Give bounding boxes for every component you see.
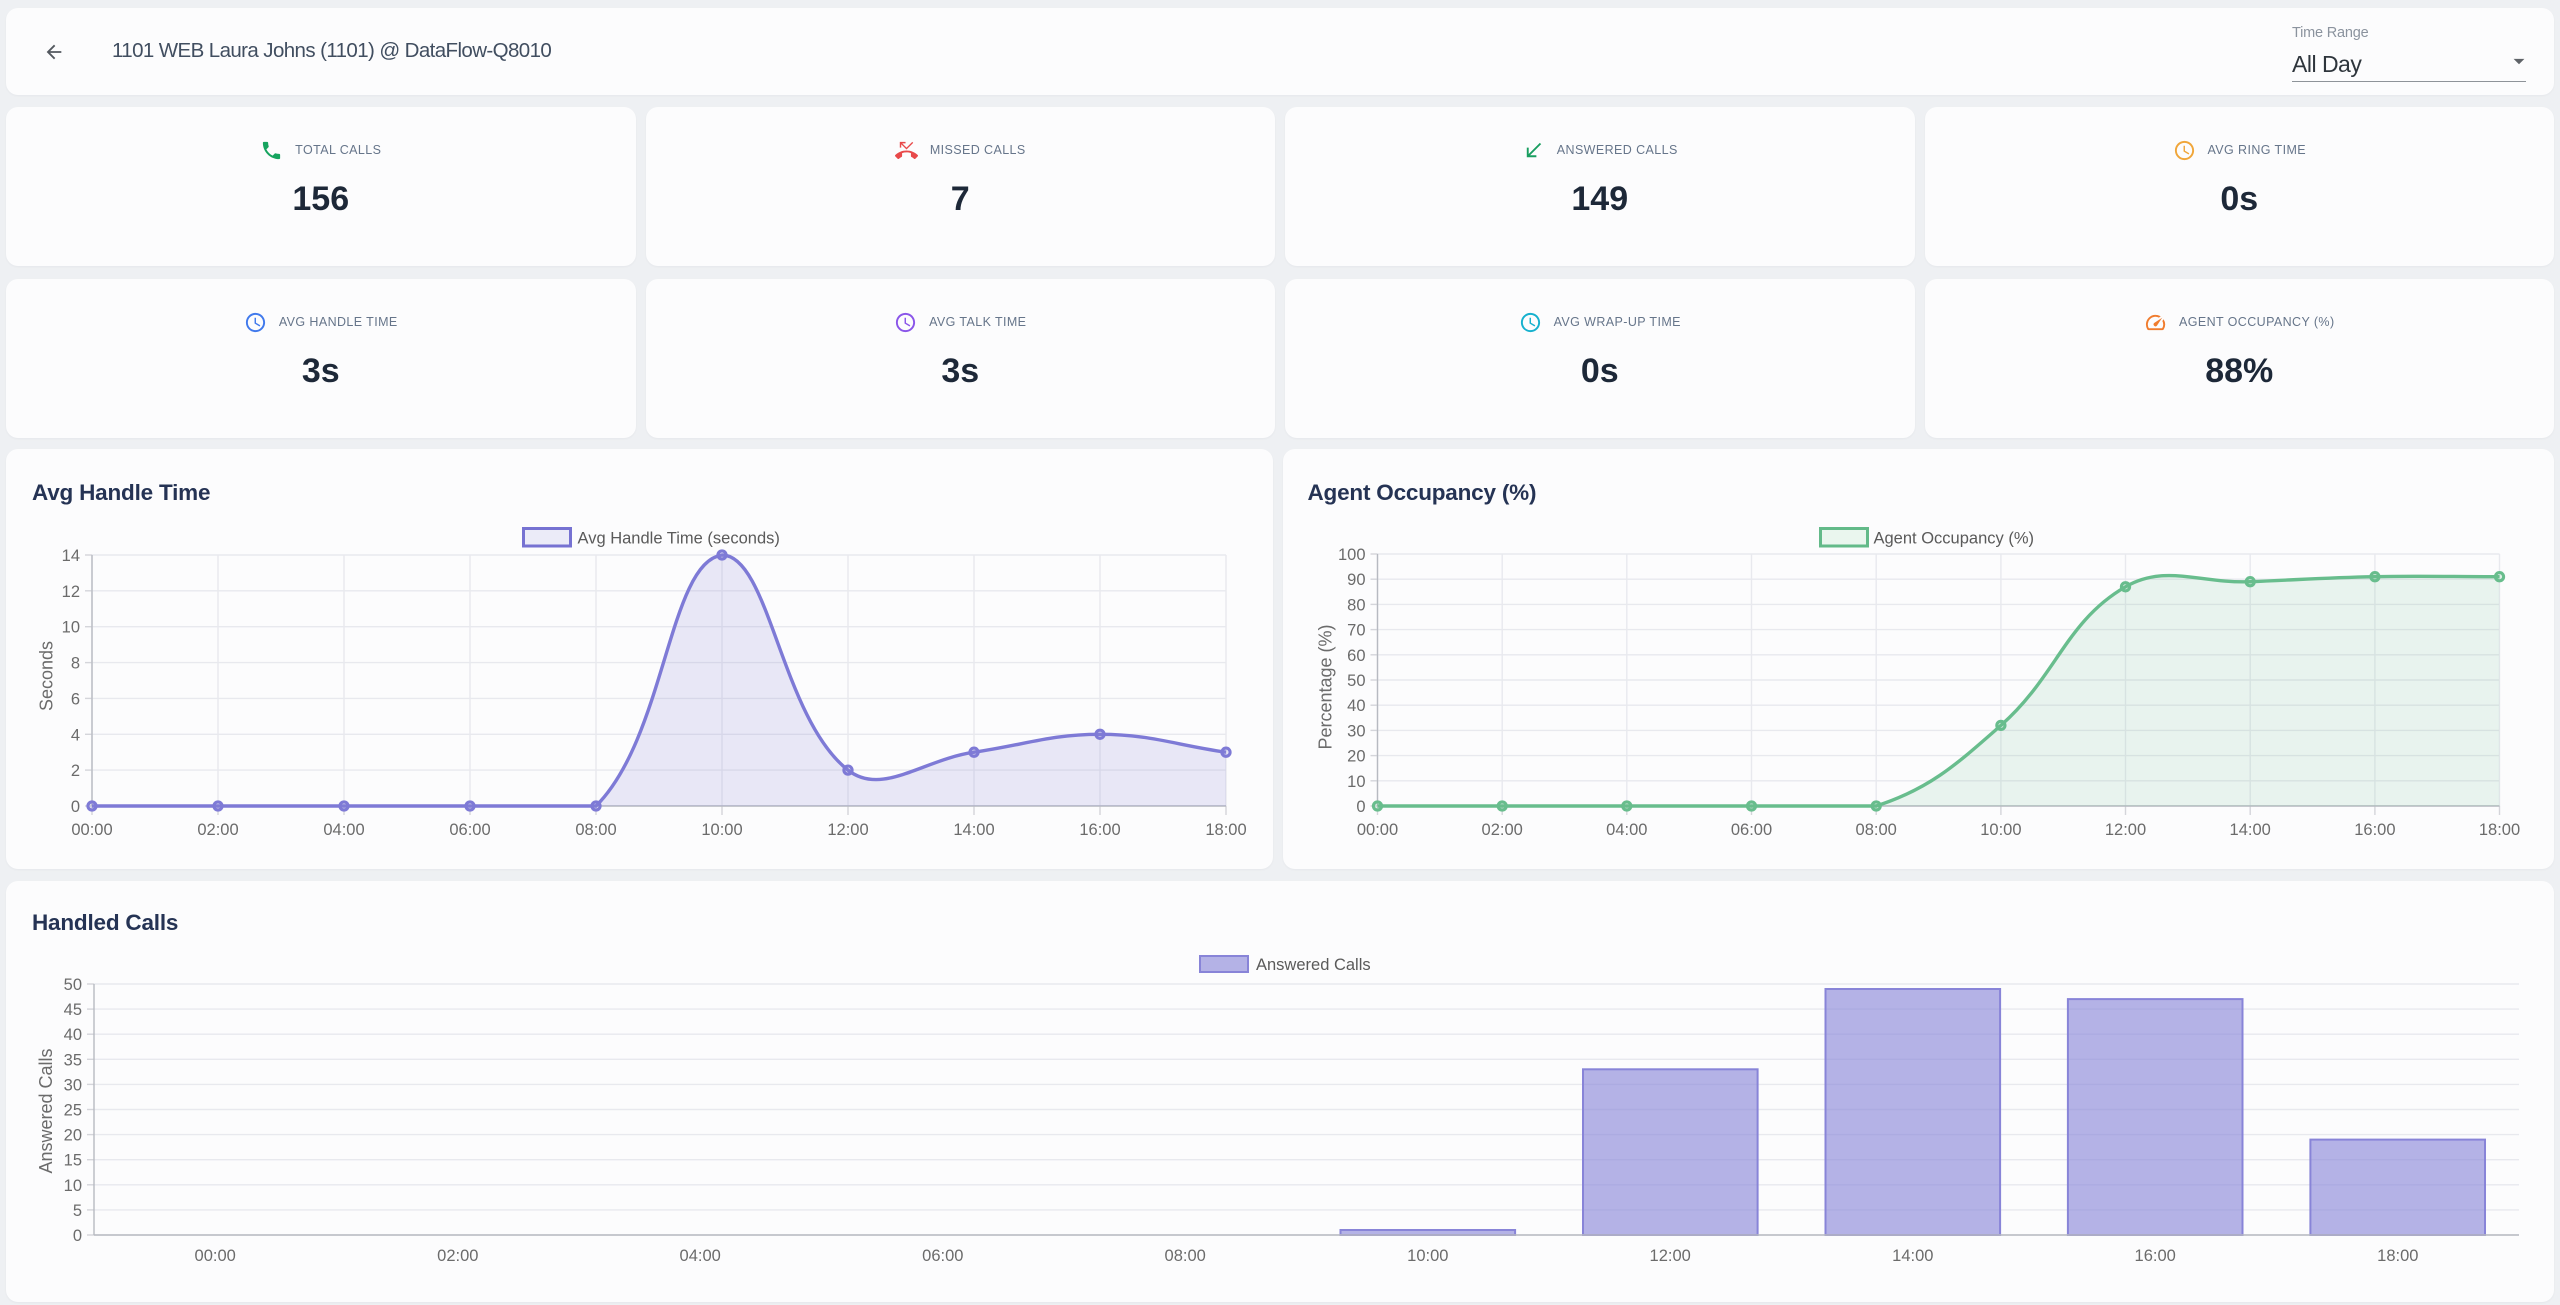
svg-text:0: 0 <box>1356 798 1365 816</box>
svg-text:08:00: 08:00 <box>1855 821 1896 839</box>
svg-text:40: 40 <box>1347 697 1365 715</box>
svg-text:18:00: 18:00 <box>2377 1247 2418 1265</box>
svg-text:08:00: 08:00 <box>1165 1247 1206 1265</box>
svg-text:20: 20 <box>1347 748 1365 766</box>
svg-text:90: 90 <box>1347 571 1365 589</box>
svg-text:08:00: 08:00 <box>575 821 616 839</box>
svg-text:10: 10 <box>62 619 80 637</box>
svg-text:14: 14 <box>62 547 80 565</box>
svg-text:100: 100 <box>1337 546 1365 564</box>
svg-text:Agent Occupancy (%): Agent Occupancy (%) <box>1873 530 2034 548</box>
svg-text:06:00: 06:00 <box>1730 821 1771 839</box>
svg-text:50: 50 <box>64 976 82 994</box>
svg-text:16:00: 16:00 <box>2135 1247 2176 1265</box>
svg-text:02:00: 02:00 <box>437 1247 478 1265</box>
svg-text:Answered Calls: Answered Calls <box>36 1048 56 1173</box>
svg-text:14:00: 14:00 <box>953 821 994 839</box>
svg-text:18:00: 18:00 <box>1205 821 1246 839</box>
svg-text:35: 35 <box>64 1051 82 1069</box>
svg-text:Avg Handle Time (seconds): Avg Handle Time (seconds) <box>578 530 780 548</box>
svg-text:30: 30 <box>64 1076 82 1094</box>
svg-text:10:00: 10:00 <box>1980 821 2021 839</box>
svg-text:04:00: 04:00 <box>323 821 364 839</box>
svg-text:04:00: 04:00 <box>680 1247 721 1265</box>
svg-text:8: 8 <box>71 655 80 673</box>
svg-text:20: 20 <box>64 1127 82 1145</box>
svg-text:10: 10 <box>1347 773 1365 791</box>
svg-text:6: 6 <box>71 690 80 708</box>
svg-text:10: 10 <box>64 1177 82 1195</box>
svg-text:00:00: 00:00 <box>1356 821 1397 839</box>
svg-text:02:00: 02:00 <box>1481 821 1522 839</box>
svg-text:04:00: 04:00 <box>1606 821 1647 839</box>
svg-text:30: 30 <box>1347 722 1365 740</box>
svg-text:12:00: 12:00 <box>1650 1247 1691 1265</box>
svg-text:40: 40 <box>64 1026 82 1044</box>
svg-text:14:00: 14:00 <box>2229 821 2270 839</box>
svg-text:Handled Calls: Handled Calls <box>32 910 178 935</box>
svg-text:0: 0 <box>73 1227 82 1245</box>
svg-text:06:00: 06:00 <box>922 1247 963 1265</box>
svg-text:16:00: 16:00 <box>2354 821 2395 839</box>
svg-text:15: 15 <box>64 1152 82 1170</box>
svg-text:25: 25 <box>64 1102 82 1120</box>
svg-text:70: 70 <box>1347 622 1365 640</box>
svg-text:16:00: 16:00 <box>1079 821 1120 839</box>
svg-text:45: 45 <box>64 1001 82 1019</box>
svg-text:Percentage (%): Percentage (%) <box>1315 624 1335 749</box>
svg-text:18:00: 18:00 <box>2478 821 2519 839</box>
svg-text:50: 50 <box>1347 672 1365 690</box>
svg-text:10:00: 10:00 <box>1407 1247 1448 1265</box>
svg-text:12:00: 12:00 <box>2104 821 2145 839</box>
svg-text:Answered Calls: Answered Calls <box>1256 956 1371 974</box>
svg-text:06:00: 06:00 <box>449 821 490 839</box>
svg-text:Avg Handle Time: Avg Handle Time <box>32 480 210 505</box>
svg-text:5: 5 <box>73 1202 82 1220</box>
svg-text:Seconds: Seconds <box>37 641 57 711</box>
svg-text:10:00: 10:00 <box>701 821 742 839</box>
svg-text:12:00: 12:00 <box>827 821 868 839</box>
svg-text:12: 12 <box>62 583 80 601</box>
svg-text:14:00: 14:00 <box>1892 1247 1933 1265</box>
svg-text:60: 60 <box>1347 647 1365 665</box>
svg-text:4: 4 <box>71 726 80 744</box>
svg-text:02:00: 02:00 <box>197 821 238 839</box>
svg-text:Agent Occupancy (%): Agent Occupancy (%) <box>1307 480 1536 505</box>
svg-text:2: 2 <box>71 762 80 780</box>
svg-text:80: 80 <box>1347 596 1365 614</box>
svg-text:0: 0 <box>71 798 80 816</box>
svg-text:00:00: 00:00 <box>195 1247 236 1265</box>
svg-text:00:00: 00:00 <box>71 821 112 839</box>
